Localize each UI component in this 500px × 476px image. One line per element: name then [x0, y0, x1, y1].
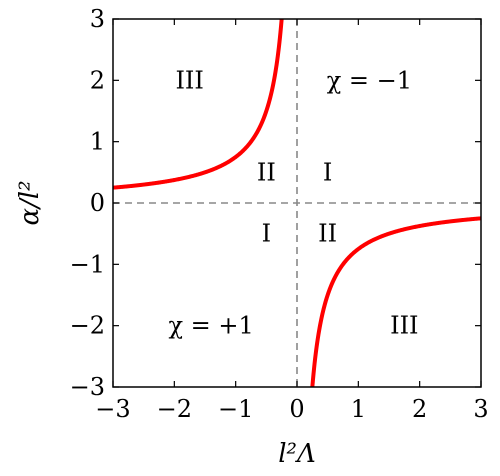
y-axis-label: α/l²	[15, 180, 45, 225]
curve-branch-2	[310, 216, 483, 388]
x-tick-label: −2	[157, 395, 192, 423]
region-label: II	[257, 158, 276, 186]
y-tick-label: 1	[90, 128, 105, 156]
y-tick-label: 0	[90, 189, 105, 217]
annotations: III χ = −1II II IIχ = +1 III	[168, 66, 418, 339]
y-tick-label: 3	[90, 5, 105, 33]
x-tick-label: −1	[218, 395, 253, 423]
x-tick-label: 3	[473, 395, 488, 423]
curves	[111, 18, 483, 388]
y-tick-label: 2	[90, 66, 105, 94]
y-tick-label: −2	[70, 312, 105, 340]
region-label: I	[262, 220, 271, 248]
y-tick-label: −3	[70, 373, 105, 401]
x-axis-label: l²Λ	[278, 439, 316, 469]
region-label: II	[318, 220, 337, 248]
y-tick-label: −1	[70, 250, 105, 278]
region-label: χ = +1	[168, 312, 253, 340]
x-tick-label: 1	[351, 395, 366, 423]
x-tick-label: 0	[289, 395, 304, 423]
region-label: III	[390, 312, 418, 340]
reference-lines	[113, 19, 481, 387]
x-tick-label: −3	[95, 395, 130, 423]
region-label: I	[323, 158, 332, 186]
ticks	[112, 18, 482, 388]
curve-branch-1	[111, 18, 284, 190]
region-label: III	[175, 66, 203, 94]
x-tick-label: 2	[412, 395, 427, 423]
tick-labels: −3 −2 −1 0 1 2 3 −3 −2 −1 0 1 2 3	[70, 5, 489, 423]
region-label: χ = −1	[327, 66, 412, 94]
